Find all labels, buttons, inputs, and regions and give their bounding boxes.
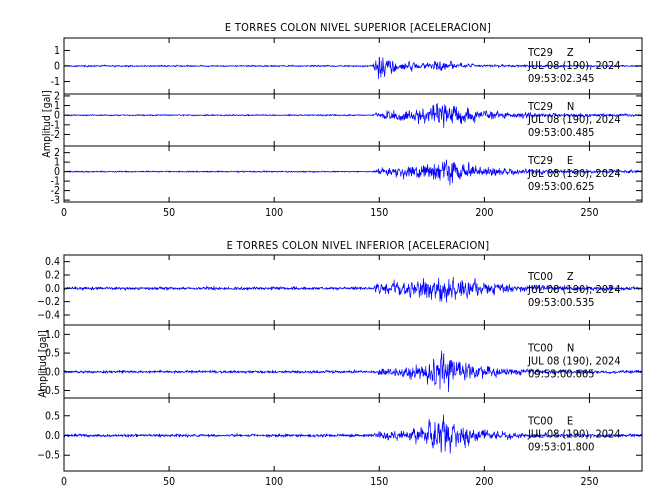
panel-frame <box>63 397 643 472</box>
date-label: JUL 08 (190), 2024 <box>527 167 621 180</box>
y-tick-label: 0.5 <box>45 410 60 422</box>
y-tick-label: −0.2 <box>37 296 60 308</box>
station-code: TC00 <box>527 415 553 428</box>
y-tick-label: 0.0 <box>45 430 60 442</box>
y-tick-label: 2 <box>54 147 60 159</box>
component-code: E <box>567 154 573 167</box>
start-time-label: 09:53:01.800 <box>528 441 594 454</box>
x-tick-label: 50 <box>163 476 175 488</box>
date-label: JUL 08 (190), 2024 <box>527 59 621 72</box>
start-time-label: 09:53:00.485 <box>528 126 594 139</box>
station-code: TC00 <box>527 342 553 355</box>
x-tick-label: 0 <box>61 207 67 219</box>
x-tick-label: 150 <box>370 207 388 219</box>
y-tick-label: -1 <box>51 176 60 188</box>
station-component-label: TC29 Z <box>527 46 574 59</box>
station-code: TC29 <box>527 46 553 59</box>
x-tick-label: 250 <box>580 207 598 219</box>
station-component-label: TC00 Z <box>527 270 574 283</box>
y-tick-label: −0.4 <box>37 310 60 322</box>
waveform-trace <box>63 159 643 186</box>
y-tick-label: -2 <box>51 129 60 141</box>
y-tick-label: -1 <box>51 76 60 88</box>
y-tick-label: 1 <box>54 45 60 57</box>
station-component-label: TC29 E <box>527 154 573 167</box>
upper-figure-title: E TORRES COLON NIVEL SUPERIOR [ACELERACI… <box>225 21 491 34</box>
y-tick-label: 1 <box>54 157 60 169</box>
start-time-label: 09:53:00.625 <box>528 180 594 193</box>
x-tick-label: 200 <box>475 476 493 488</box>
station-code: TC29 <box>527 154 553 167</box>
waveform-trace <box>63 56 643 80</box>
start-time-label: 09:53:00.665 <box>528 368 594 381</box>
component-code: E <box>567 415 573 428</box>
component-code: N <box>567 342 574 355</box>
y-tick-label: 0.4 <box>45 256 60 268</box>
station-component-label: TC00 N <box>527 342 574 355</box>
date-label: JUL 08 (190), 2024 <box>527 428 621 441</box>
y-tick-label: 1.0 <box>45 329 60 341</box>
y-tick-label: 0 <box>54 166 60 178</box>
start-time-label: 09:53:02.345 <box>528 72 594 85</box>
y-tick-label: 0 <box>54 61 60 73</box>
y-tick-label: 0 <box>54 110 60 122</box>
date-label: JUL 08 (190), 2024 <box>527 283 621 296</box>
y-tick-label: -3 <box>51 195 60 207</box>
y-tick-label: 0.2 <box>45 270 60 282</box>
date-label: JUL 08 (190), 2024 <box>527 113 621 126</box>
lower-figure: E TORRES COLON NIVEL INFERIOR [ACELERACI… <box>37 239 489 398</box>
component-code: Z <box>567 270 574 283</box>
y-tick-label: 0.5 <box>45 348 60 360</box>
waveform-trace <box>63 102 643 129</box>
y-tick-label: -1 <box>51 119 60 131</box>
station-code: TC29 <box>527 100 553 113</box>
y-tick-label: 0.0 <box>45 283 60 295</box>
start-time-label: 09:53:00.535 <box>528 296 594 309</box>
x-tick-label: 150 <box>370 476 388 488</box>
date-label: JUL 08 (190), 2024 <box>527 355 621 368</box>
lower-y-axis-label: Amplitud [gal] <box>37 330 49 397</box>
x-tick-label: 0 <box>61 476 67 488</box>
lower-figure-title: E TORRES COLON NIVEL INFERIOR [ACELERACI… <box>227 239 490 252</box>
station-component-label: TC29 N <box>527 100 574 113</box>
y-tick-label: −0.5 <box>37 450 60 462</box>
component-code: Z <box>567 46 574 59</box>
panel-frame <box>63 145 643 203</box>
upper-y-axis-label: Amplitud [gal] <box>41 90 53 157</box>
y-tick-label: 1 <box>54 100 60 112</box>
waveform-trace <box>63 350 643 393</box>
y-tick-label: -2 <box>51 185 60 197</box>
y-tick-label: 0.0 <box>45 366 60 378</box>
y-tick-label: 2 <box>54 90 60 102</box>
x-tick-label: 250 <box>580 476 598 488</box>
x-tick-label: 200 <box>475 207 493 219</box>
station-component-label: TC00 E <box>527 415 573 428</box>
waveform-trace <box>63 276 643 303</box>
y-tick-label: −0.5 <box>37 385 60 397</box>
upper-figure: E TORRES COLON NIVEL SUPERIOR [ACELERACI… <box>41 21 491 158</box>
component-code: N <box>567 100 574 113</box>
x-tick-label: 100 <box>265 207 283 219</box>
x-tick-label: 50 <box>163 207 175 219</box>
waveform-trace <box>63 414 643 454</box>
x-tick-label: 100 <box>265 476 283 488</box>
station-code: TC00 <box>527 270 553 283</box>
